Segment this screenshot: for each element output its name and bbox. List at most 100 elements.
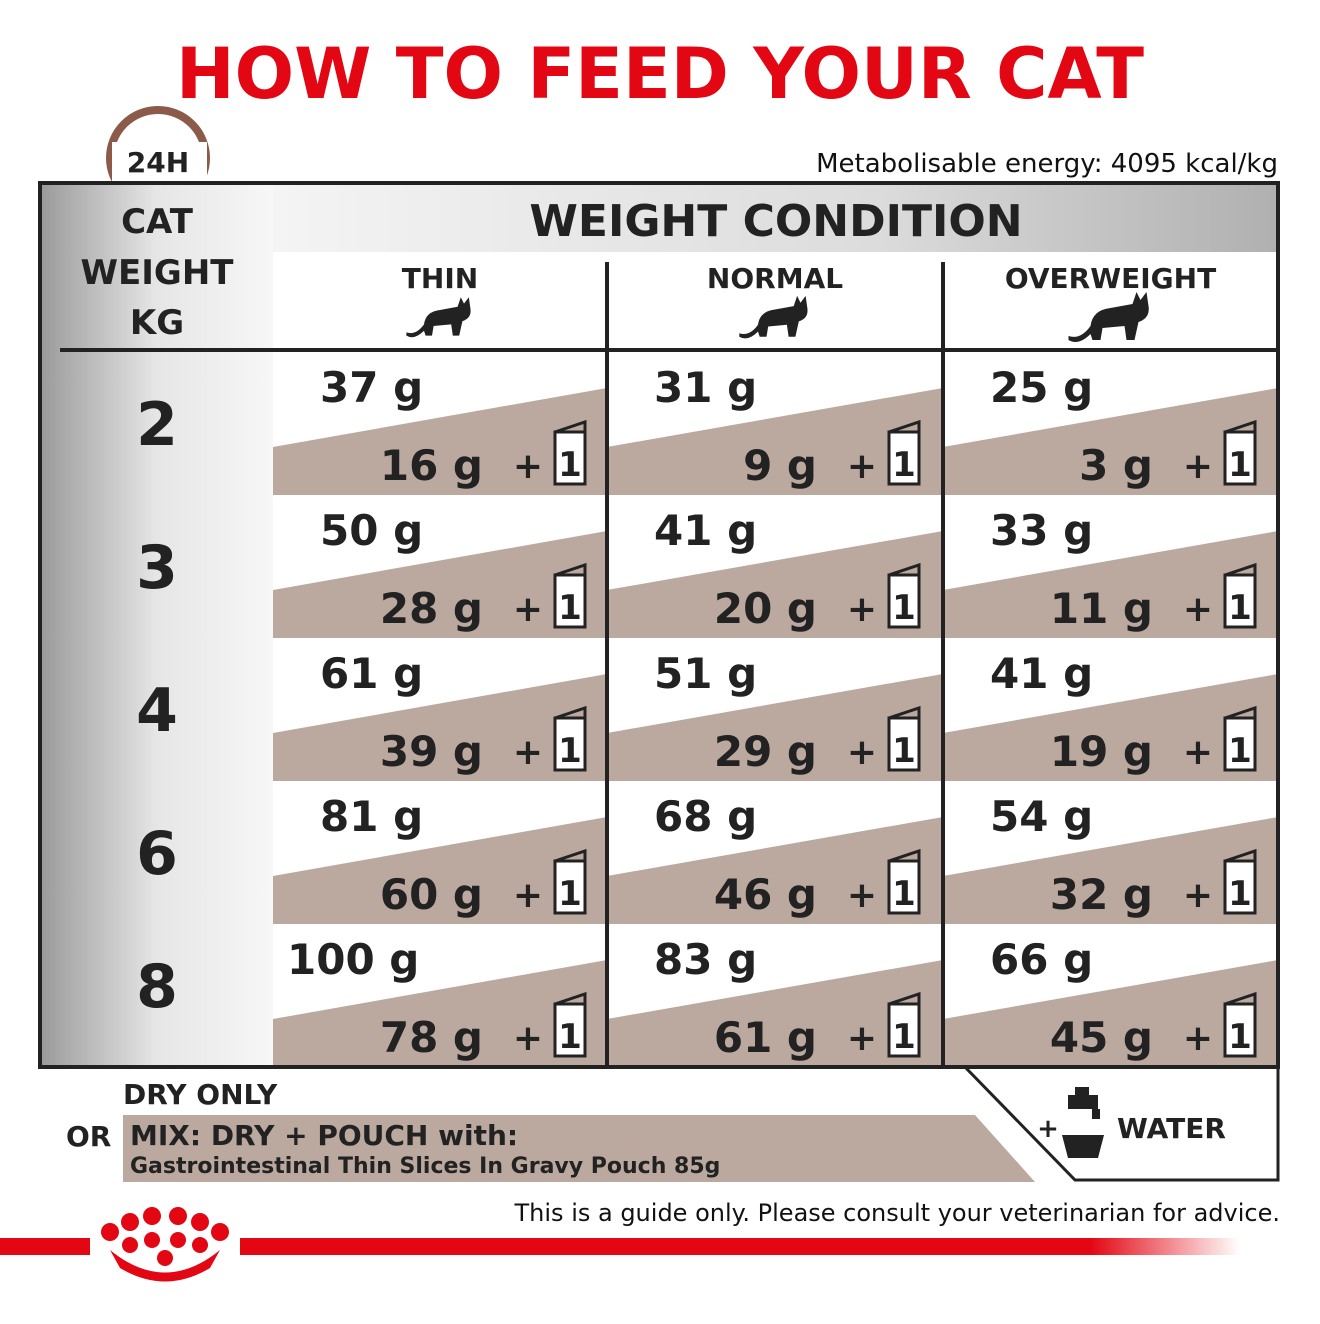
mix-band	[607, 388, 943, 495]
pouch-icon	[553, 859, 587, 915]
pouch-top	[1224, 562, 1257, 577]
tap-icon	[1062, 1087, 1104, 1158]
plus: +	[847, 446, 877, 487]
weight-column-bg	[40, 183, 273, 1067]
plus: +	[1183, 732, 1213, 773]
brand-bar-right	[240, 1238, 1240, 1255]
dry-amount: 81 g	[320, 792, 423, 841]
pouch-top	[888, 848, 921, 863]
pouch-count: 1	[558, 588, 582, 628]
plus: +	[513, 875, 543, 916]
badge-bg	[112, 142, 207, 182]
pouch-top	[888, 705, 921, 720]
pouch-icon	[887, 859, 921, 915]
weight: 3	[136, 533, 178, 603]
pouch-count: 1	[558, 731, 582, 771]
pouch-icon	[1223, 716, 1257, 772]
pouch-top	[888, 562, 921, 577]
water: WATER	[1117, 1112, 1226, 1145]
plus: +	[847, 732, 877, 773]
mix-band	[607, 960, 943, 1067]
title: HOW TO FEED YOUR CAT	[176, 33, 1144, 115]
pouch-count: 1	[1228, 1017, 1252, 1057]
pouch-count: 1	[558, 874, 582, 914]
pouch-top	[554, 705, 587, 720]
pouch-top	[554, 848, 587, 863]
pouch-top	[554, 991, 587, 1006]
plus: +	[1183, 446, 1213, 487]
weight: 2	[136, 390, 178, 460]
mix-amount: 9 g	[743, 441, 817, 490]
mix-amount: 20 g	[714, 584, 817, 633]
column-header-bg	[607, 252, 943, 350]
brand-logo	[101, 1207, 229, 1282]
water-plus: +	[1037, 1114, 1059, 1144]
pouch-icon	[1223, 1002, 1257, 1058]
pouch-icon	[553, 430, 587, 486]
plus: +	[847, 589, 877, 630]
dry-amount: 41 g	[990, 649, 1093, 698]
cat-icon	[739, 295, 808, 339]
mix: MIX: DRY + POUCH with:	[130, 1119, 518, 1152]
weight: 8	[136, 952, 178, 1022]
dry-amount: 31 g	[654, 363, 757, 412]
pouch-top	[554, 419, 587, 434]
pouch-top	[1224, 705, 1257, 720]
pouch-name: Gastrointestinal Thin Slices In Gravy Po…	[130, 1154, 720, 1179]
cat-icon	[406, 297, 471, 338]
pouch-icon	[553, 716, 587, 772]
pouch-top	[888, 419, 921, 434]
or: OR	[66, 1120, 111, 1153]
dry-amount: 54 g	[990, 792, 1093, 841]
mix-amount: 28 g	[380, 584, 483, 633]
weight: 6	[136, 819, 178, 889]
plus: +	[1183, 1018, 1213, 1059]
mix-amount: 29 g	[714, 727, 817, 776]
mix-band	[123, 1115, 1035, 1182]
mix-band	[273, 388, 607, 495]
mix-band	[273, 531, 607, 638]
plus: +	[1183, 589, 1213, 630]
pouch-icon	[553, 573, 587, 629]
plus: +	[1183, 875, 1213, 916]
mix-amount: 16 g	[380, 441, 483, 490]
mix-band	[943, 531, 1278, 638]
mix-amount: 11 g	[1050, 584, 1153, 633]
pouch-count: 1	[892, 731, 916, 771]
mix-amount: 45 g	[1050, 1013, 1153, 1062]
pouch-icon	[887, 716, 921, 772]
dry-amount: 61 g	[320, 649, 423, 698]
dry-amount: 33 g	[990, 506, 1093, 555]
mix-amount: 46 g	[714, 870, 817, 919]
corner-line: WEIGHT	[81, 253, 235, 293]
column-header: NORMAL	[707, 262, 843, 295]
dry-amount: 100 g	[287, 935, 419, 984]
column-header-bg	[943, 252, 1278, 350]
pouch-icon	[553, 1002, 587, 1058]
pouch-top	[888, 991, 921, 1006]
table-border	[38, 181, 1280, 1069]
dry-amount: 66 g	[990, 935, 1093, 984]
mix-amount: 60 g	[380, 870, 483, 919]
column-header: THIN	[402, 262, 478, 295]
mix-amount: 61 g	[714, 1013, 817, 1062]
pouch-icon	[887, 1002, 921, 1058]
group-header: WEIGHT CONDITION	[529, 196, 1022, 247]
disclaimer: This is a guide only. Please consult you…	[514, 1199, 1280, 1227]
brand-bar-left	[0, 1238, 90, 1255]
mix-amount: 32 g	[1050, 870, 1153, 919]
column-header-bg	[273, 252, 607, 350]
mix-band	[273, 960, 607, 1067]
pouch-count: 1	[892, 874, 916, 914]
pouch-top	[1224, 991, 1257, 1006]
energy: Metabolisable energy: 4095 kcal/kg	[816, 149, 1278, 179]
mix-amount: 39 g	[380, 727, 483, 776]
badge: 24H	[127, 146, 189, 179]
pouch-icon	[887, 430, 921, 486]
column-header: OVERWEIGHT	[1005, 262, 1216, 295]
mix-band	[943, 960, 1278, 1067]
dry-amount: 83 g	[654, 935, 757, 984]
pouch-icon	[1223, 430, 1257, 486]
dry-amount: 25 g	[990, 363, 1093, 412]
mix-band	[607, 531, 943, 638]
